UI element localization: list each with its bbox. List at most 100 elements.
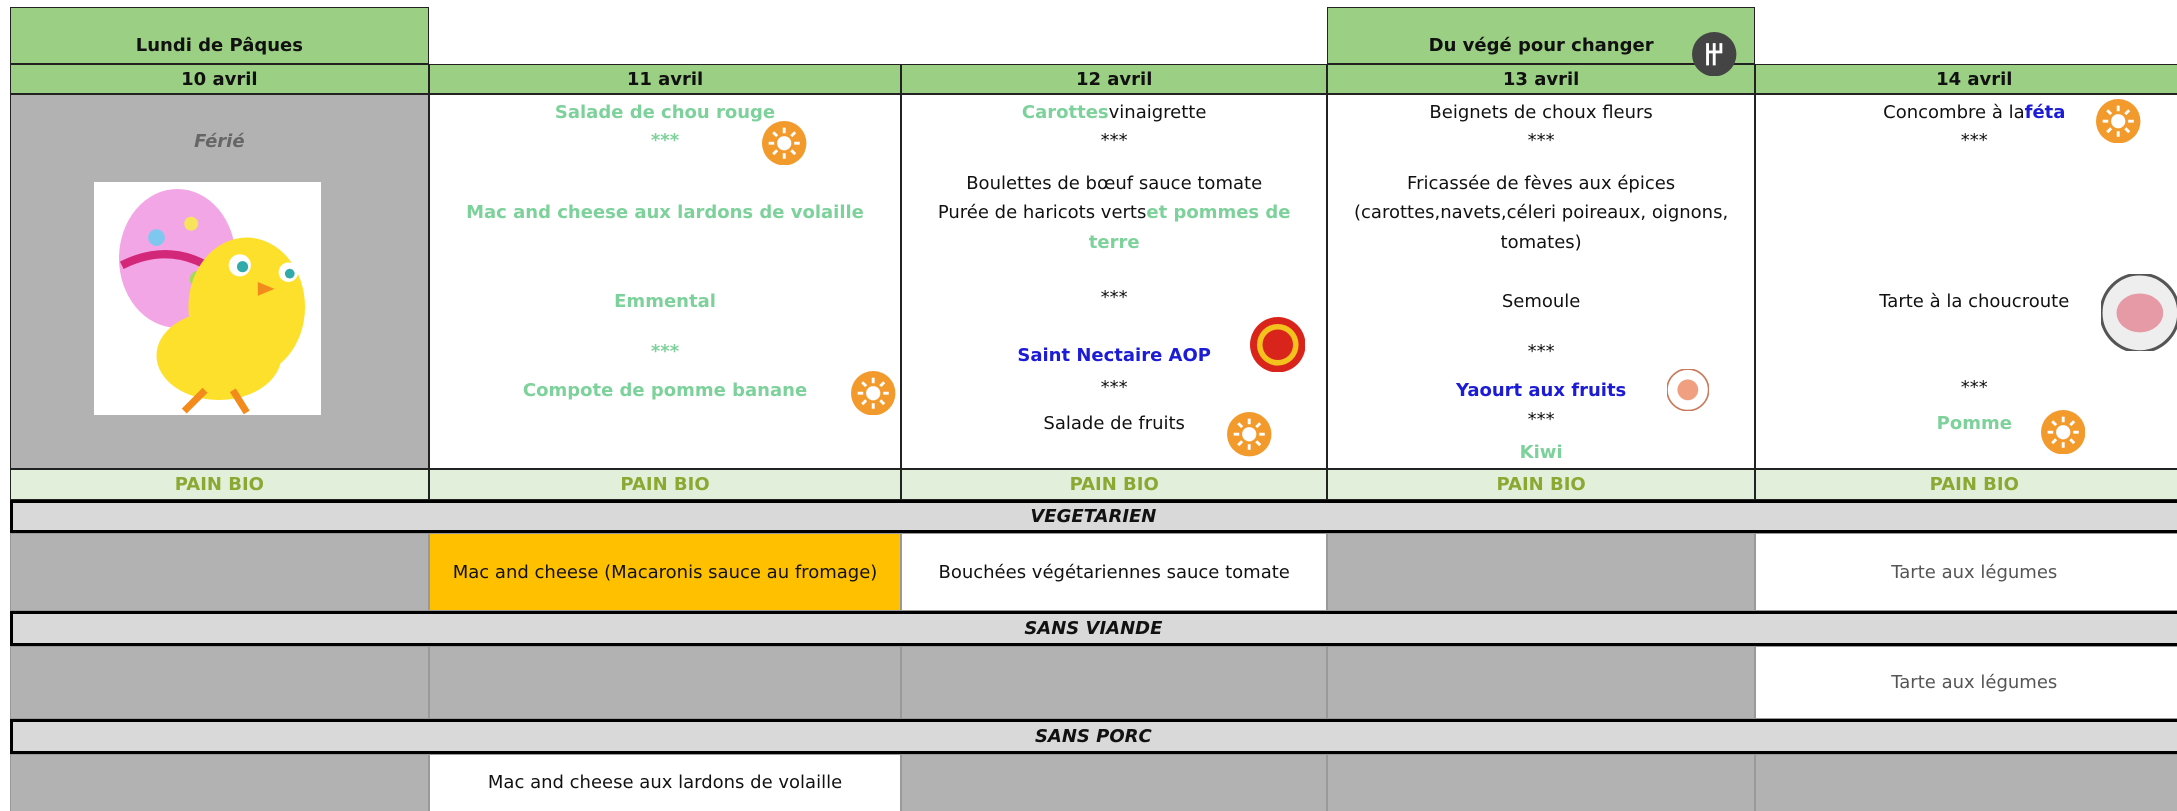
menu-text: *** bbox=[1960, 129, 1988, 151]
menu-text: *** bbox=[1527, 340, 1555, 362]
menu-line: *** bbox=[429, 336, 901, 367]
closed-label: Férié bbox=[194, 131, 245, 153]
sun-icon bbox=[762, 120, 807, 166]
sun-icon bbox=[1227, 412, 1272, 457]
menu-text: Emmental bbox=[614, 290, 716, 312]
menu-text: Boulettes de bœuf sauce tomate bbox=[966, 172, 1263, 194]
menu-text: Carottes bbox=[1021, 101, 1109, 123]
menu-text: Yaourt aux fruits bbox=[1455, 379, 1627, 401]
section-header bbox=[9, 610, 2177, 646]
menu-line: *** bbox=[901, 372, 1327, 403]
menu-text: *** bbox=[1100, 286, 1128, 308]
menu-line: Yaourt aux fruits bbox=[1327, 375, 1755, 406]
date-cell bbox=[1327, 63, 1755, 95]
day-date: 14 avril bbox=[1936, 68, 2013, 90]
section-cell bbox=[429, 533, 902, 611]
bread-label: PAIN BIO bbox=[1929, 474, 2019, 496]
section-title: SANS VIANDE bbox=[1024, 617, 1163, 639]
bread-cell bbox=[901, 469, 1328, 500]
menu-text: *** bbox=[1527, 408, 1555, 430]
menu-text: vinaigrette bbox=[1108, 101, 1207, 123]
menu-text: Saint Nectaire AOP bbox=[1017, 344, 1211, 366]
menu-text: féta bbox=[2024, 101, 2066, 123]
day-date: 10 avril bbox=[181, 68, 258, 90]
menu-line: *** bbox=[901, 282, 1327, 313]
section-cell bbox=[1754, 645, 2177, 720]
menu-text: *** bbox=[650, 129, 680, 151]
menu-text: Salade de chou rouge bbox=[554, 101, 776, 123]
menu-line: terre bbox=[901, 228, 1327, 259]
date-cell bbox=[9, 63, 429, 95]
menu-line: *** bbox=[901, 125, 1327, 156]
menu-text: Salade de fruits bbox=[1043, 412, 1185, 434]
menu-line: Concombre à la féta bbox=[1755, 97, 2177, 128]
section-cell bbox=[901, 533, 1328, 611]
menu-line: *** bbox=[1327, 125, 1755, 156]
menu-text: Fricassée de fèves aux épices bbox=[1407, 172, 1676, 194]
menu-text: Concombre à la bbox=[1883, 101, 2025, 123]
logo-icon bbox=[1667, 369, 1710, 411]
menu-text: *** bbox=[650, 340, 680, 362]
note-cell bbox=[1327, 6, 1755, 64]
menu-line: Purée de haricots verts et pommes de bbox=[901, 197, 1327, 228]
menu-line: Emmental bbox=[429, 286, 901, 317]
section-cell bbox=[9, 533, 429, 611]
menu-cell bbox=[901, 94, 1328, 470]
section-cell bbox=[1754, 533, 2177, 611]
section-dish: Tarte aux légumes bbox=[1891, 561, 2058, 583]
section-title: VEGETARIEN bbox=[1030, 505, 1157, 527]
bread-label: PAIN BIO bbox=[174, 474, 264, 496]
section-cell bbox=[9, 753, 429, 811]
section-cell bbox=[901, 645, 1328, 720]
menu-line: *** bbox=[1327, 404, 1755, 435]
menu-text: tomates) bbox=[1500, 232, 1582, 254]
bread-label: PAIN BIO bbox=[1069, 474, 1159, 496]
menu-line: Pomme bbox=[1755, 408, 2177, 439]
section-cell bbox=[1327, 753, 1755, 811]
bread-cell bbox=[429, 469, 902, 500]
menu-line: Carottes vinaigrette bbox=[901, 97, 1327, 128]
section-title: SANS PORC bbox=[1034, 726, 1152, 748]
bread-label: PAIN BIO bbox=[1496, 474, 1586, 496]
chick-drawing bbox=[119, 188, 306, 415]
section-dish: Mac and cheese aux lardons de volaille bbox=[487, 771, 843, 793]
menu-line: Kiwi bbox=[1327, 437, 1755, 468]
menu-text: (carottes,navets,céleri poireaux, oignon… bbox=[1354, 201, 1729, 223]
section-cell bbox=[429, 753, 902, 811]
menu-line: Semoule bbox=[1327, 286, 1755, 317]
menu-text: Beignets de choux fleurs bbox=[1429, 101, 1653, 123]
sun-icon bbox=[2096, 98, 2141, 143]
veg-icon bbox=[1692, 31, 1737, 77]
pig-icon bbox=[2100, 273, 2177, 352]
menu-cell bbox=[1754, 94, 2177, 470]
menu-line: *** bbox=[429, 125, 901, 156]
menu-line: *** bbox=[1755, 372, 2177, 403]
menu-line: Boulettes de bœuf sauce tomate bbox=[901, 168, 1327, 199]
section-header bbox=[9, 499, 2177, 534]
section-cell bbox=[1327, 533, 1755, 611]
section-cell bbox=[1754, 753, 2177, 811]
day-date: 11 avril bbox=[626, 68, 704, 90]
day-note: Du végé pour changer bbox=[1428, 35, 1654, 57]
menu-line: Fricassée de fèves aux épices bbox=[1327, 168, 1755, 199]
day-date: 12 avril bbox=[1075, 68, 1153, 90]
section-cell bbox=[9, 645, 429, 720]
section-cell bbox=[1327, 645, 1755, 720]
sun-icon bbox=[2040, 409, 2086, 454]
section-header bbox=[9, 719, 2177, 754]
menu-line: (carottes,navets,céleri poireaux, oignon… bbox=[1327, 197, 1755, 228]
section-dish: Bouchées végétariennes sauce tomate bbox=[938, 561, 1290, 583]
section-cell bbox=[901, 753, 1328, 811]
menu-text: Tarte à la choucroute bbox=[1879, 290, 2070, 312]
menu-text: Pomme bbox=[1936, 412, 2012, 434]
aop-icon bbox=[1249, 316, 1306, 373]
menu-line: Salade de chou rouge bbox=[429, 97, 901, 128]
menu-text: *** bbox=[1100, 376, 1128, 398]
section-dish: Mac and cheese (Macaronis sauce au froma… bbox=[452, 561, 878, 583]
menu-text: Mac and cheese aux lardons de volaille bbox=[466, 201, 864, 223]
menu-line: *** bbox=[1755, 125, 2177, 156]
menu-text: *** bbox=[1527, 129, 1555, 151]
menu-line: Tarte à la choucroute bbox=[1755, 286, 2177, 317]
bread-cell bbox=[1327, 469, 1755, 500]
easter-chick bbox=[94, 181, 321, 416]
